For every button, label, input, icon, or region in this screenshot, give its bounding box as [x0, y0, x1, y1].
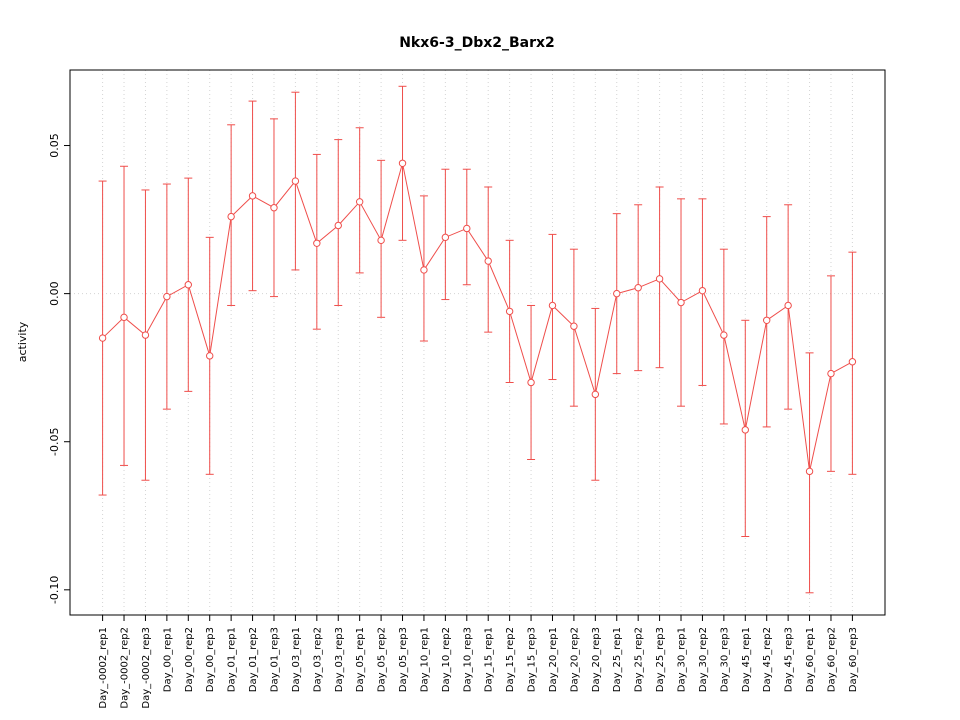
data-point — [548, 301, 557, 310]
data-point — [570, 322, 578, 330]
x-tick-label: Day_05_rep3 — [398, 627, 409, 692]
x-tick-label: Day_03_rep3 — [334, 627, 345, 692]
data-point — [720, 331, 728, 339]
x-tick-label: Day_00_rep3 — [205, 627, 216, 692]
data-point — [741, 426, 749, 434]
x-tick-label: Day_01_rep2 — [248, 627, 259, 692]
x-tick-label: Day_-0002_rep1 — [98, 627, 109, 709]
x-tick-label: Day_20_rep2 — [569, 627, 580, 692]
data-point — [527, 378, 535, 387]
data-point — [398, 159, 407, 168]
data-point — [484, 257, 492, 265]
data-point — [655, 275, 664, 283]
y-tick-label: 0.00 — [48, 281, 61, 306]
data-point — [163, 292, 171, 301]
x-tick-label: Day_10_rep2 — [441, 627, 452, 692]
x-tick-label: Day_30_rep2 — [698, 627, 709, 692]
data-point — [98, 334, 107, 342]
data-point — [613, 289, 621, 298]
x-tick-label: Day_03_rep2 — [312, 627, 323, 692]
x-tick-label: Day_45_rep1 — [741, 627, 752, 692]
x-tick-label: Day_03_rep1 — [291, 627, 302, 692]
x-tick-label: Day_01_rep3 — [269, 627, 280, 692]
data-point — [827, 369, 835, 378]
x-tick-label: Day_60_rep1 — [805, 627, 816, 692]
data-point — [763, 316, 771, 324]
data-point — [248, 192, 257, 200]
x-tick-label: Day_20_rep1 — [548, 627, 559, 692]
data-point — [677, 298, 685, 307]
x-tick-label: Day_15_rep2 — [505, 627, 516, 692]
data-point — [420, 266, 428, 274]
x-tick-label: Day_45_rep3 — [784, 627, 795, 692]
data-point — [334, 221, 342, 230]
data-point — [206, 352, 214, 360]
data-point — [805, 467, 814, 476]
x-tick-label: Day_00_rep1 — [162, 627, 173, 692]
y-axis-label: activity — [16, 321, 29, 362]
x-tick-label: Day_01_rep1 — [227, 627, 238, 692]
x-tick-label: Day_15_rep3 — [527, 627, 538, 692]
x-tick-label: Day_-0002_rep2 — [120, 627, 131, 709]
data-point — [291, 177, 300, 185]
x-tick-label: Day_60_rep3 — [848, 627, 859, 692]
data-point — [313, 239, 321, 247]
data-point — [227, 212, 235, 221]
data-point — [270, 204, 278, 212]
x-tick-label: Day_00_rep2 — [184, 627, 195, 692]
x-tick-label: Day_10_rep3 — [462, 627, 473, 692]
y-tick-label: -0.05 — [48, 427, 61, 455]
y-tick-label: -0.10 — [48, 576, 61, 604]
data-point — [698, 286, 707, 295]
x-tick-label: Day_-0002_rep3 — [141, 627, 152, 709]
data-point — [634, 284, 642, 292]
x-tick-label: Day_25_rep2 — [634, 627, 645, 692]
x-tick-label: Day_10_rep1 — [419, 627, 430, 692]
x-tick-label: Day_30_rep3 — [719, 627, 730, 692]
data-point — [141, 331, 150, 339]
data-point — [591, 390, 600, 399]
plot-area: -0.10 -0.05 0.00 0.05 Day_-0002_rep1 Day_-000… — [48, 69, 886, 709]
x-tick-label: Day_25_rep3 — [655, 627, 666, 692]
data-point — [784, 301, 792, 310]
chart-title: Nkx6-3_Dbx2_Barx2 — [399, 35, 555, 51]
data-point — [848, 358, 857, 366]
data-point — [441, 233, 450, 242]
series-line — [102, 163, 853, 472]
x-tick-label: Day_45_rep2 — [762, 627, 773, 692]
x-tick-label: Day_30_rep1 — [677, 627, 688, 692]
data-point — [377, 236, 385, 245]
x-tick-label: Day_05_rep1 — [355, 627, 366, 692]
data-point — [184, 281, 192, 289]
x-tick-label: Day_15_rep1 — [484, 627, 495, 692]
y-tick-label: 0.05 — [48, 133, 61, 158]
plot-border — [69, 69, 886, 616]
data-point — [505, 307, 514, 316]
x-tick-label: Day_20_rep3 — [591, 627, 602, 692]
data-point — [355, 198, 364, 206]
x-tick-label: Day_25_rep1 — [612, 627, 623, 692]
x-tick-label: Day_60_rep2 — [826, 627, 837, 692]
x-tick-label: Day_05_rep2 — [377, 627, 388, 692]
data-point — [463, 224, 471, 233]
data-point — [120, 313, 128, 322]
